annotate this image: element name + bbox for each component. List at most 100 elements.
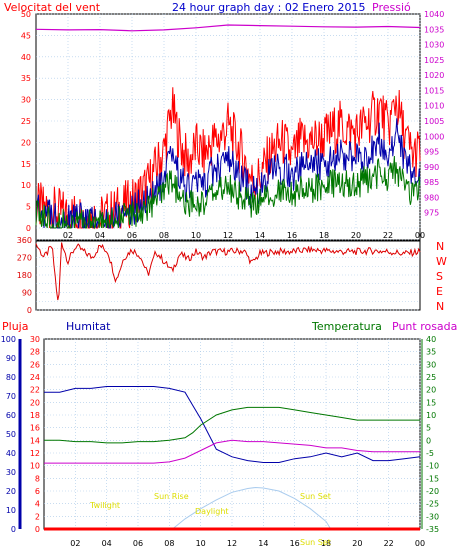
wind-xtick-20: 20 xyxy=(351,231,361,240)
wind-xtick-18: 18 xyxy=(319,231,329,240)
wind-xtick-12: 12 xyxy=(223,231,233,240)
temp-ytick-30: 30 xyxy=(426,360,436,369)
daylight-label: Daylight xyxy=(195,507,229,516)
rain-ytick-26: 26 xyxy=(30,360,40,369)
wind-ytick-25: 25 xyxy=(21,117,31,126)
pressure-ytick-1025: 1025 xyxy=(424,56,444,65)
temp-ytick-15: 15 xyxy=(426,398,436,407)
temperature-label: Temperatura xyxy=(311,320,382,333)
rain-ytick-2: 2 xyxy=(35,512,40,521)
temp-ytick-35: 35 xyxy=(426,348,436,357)
chart-series xyxy=(35,24,421,531)
rain-xtick-02: 02 xyxy=(70,539,80,548)
humidity-ytick-10: 10 xyxy=(6,506,16,515)
rain-ytick-12: 12 xyxy=(30,449,40,458)
humidity-ytick-20: 20 xyxy=(6,487,16,496)
pressure-ytick-1010: 1010 xyxy=(424,102,444,111)
temp-ytick--30: -30 xyxy=(426,512,439,521)
wind-xtick-16: 16 xyxy=(287,231,297,240)
dir-ytick-360: 360 xyxy=(17,236,32,245)
chart-title: 24 hour graph day : 02 Enero 2015 xyxy=(172,1,366,14)
humidity-ytick-50: 50 xyxy=(6,430,16,439)
rain-ytick-20: 20 xyxy=(30,398,40,407)
compass-n-top: N xyxy=(436,240,444,253)
pressure-ytick-1015: 1015 xyxy=(424,86,444,95)
rain-xtick-10: 10 xyxy=(196,539,206,548)
panel3-series-1 xyxy=(44,406,420,444)
wind-ytick-40: 40 xyxy=(21,53,31,62)
temp-ytick--20: -20 xyxy=(426,487,439,496)
wind-series-3 xyxy=(35,24,421,32)
pressure-ytick-990: 990 xyxy=(424,163,439,172)
humidity-ytick-100: 100 xyxy=(1,335,16,344)
wind-xtick-14: 14 xyxy=(255,231,265,240)
wind-xtick-02: 02 xyxy=(63,231,73,240)
temp-ytick-25: 25 xyxy=(426,373,436,382)
humidity-ytick-40: 40 xyxy=(6,449,16,458)
rain-xtick-16: 16 xyxy=(290,539,300,548)
wind-ytick-45: 45 xyxy=(21,31,31,40)
rain-xtick-00: 00 xyxy=(415,539,425,548)
wind-speed-label: Velocitat del vent xyxy=(4,1,101,14)
rain-label: Pluja xyxy=(2,320,28,333)
temp-ytick-5: 5 xyxy=(426,424,431,433)
rain-xtick-08: 08 xyxy=(164,539,174,548)
rain-xtick-22: 22 xyxy=(384,539,394,548)
compass-w: W xyxy=(436,255,447,268)
wind-ytick-15: 15 xyxy=(21,160,31,169)
humidity-ytick-0: 0 xyxy=(11,525,16,534)
wind-series-2 xyxy=(35,155,421,230)
rain-ytick-28: 28 xyxy=(30,348,40,357)
wind-ytick-10: 10 xyxy=(21,181,31,190)
temp-ytick-10: 10 xyxy=(426,411,436,420)
dir-ytick-180: 180 xyxy=(17,271,32,280)
dir-ytick-90: 90 xyxy=(22,289,32,298)
panel3-series-3 xyxy=(172,486,332,530)
wind-xtick-00: 00 xyxy=(415,231,425,240)
humidity-label: Humitat xyxy=(66,320,111,333)
dir-ytick-0: 0 xyxy=(27,306,32,315)
temp-ytick-0: 0 xyxy=(426,436,431,445)
pressure-ytick-1005: 1005 xyxy=(424,117,444,126)
rain-ytick-16: 16 xyxy=(30,424,40,433)
pressure-ytick-1030: 1030 xyxy=(424,41,444,50)
rain-xtick-12: 12 xyxy=(227,539,237,548)
humidity-ytick-70: 70 xyxy=(6,392,16,401)
humidity-ytick-80: 80 xyxy=(6,373,16,382)
pressure-ytick-1035: 1035 xyxy=(424,25,444,34)
rain-ytick-14: 14 xyxy=(30,436,40,445)
rain-xtick-20: 20 xyxy=(352,539,362,548)
compass-s: S xyxy=(436,270,443,283)
compass-n-bottom: N xyxy=(436,300,444,313)
rain-xtick-04: 04 xyxy=(102,539,112,548)
pressure-ytick-975: 975 xyxy=(424,209,439,218)
rain-ytick-30: 30 xyxy=(30,335,40,344)
pressure-ytick-1000: 1000 xyxy=(424,132,444,141)
rain-xtick-14: 14 xyxy=(258,539,268,548)
humidity-ytick-30: 30 xyxy=(6,468,16,477)
panel3-series-0 xyxy=(44,386,421,463)
rain-ytick-24: 24 xyxy=(30,373,40,382)
wind-ytick-50: 50 xyxy=(21,10,31,19)
temp-ytick--25: -25 xyxy=(426,500,439,509)
dewpoint-label: Punt rosada xyxy=(392,320,457,333)
wind-xtick-08: 08 xyxy=(159,231,169,240)
temp-ytick--5: -5 xyxy=(426,449,434,458)
wind-ytick-20: 20 xyxy=(21,138,31,147)
rain-ytick-10: 10 xyxy=(30,462,40,471)
wind-xtick-04: 04 xyxy=(95,231,105,240)
sunrise-label: Sun Rise xyxy=(154,492,189,501)
rain-ytick-0: 0 xyxy=(35,525,40,534)
panel3-series-2 xyxy=(44,439,420,464)
humidity-ytick-60: 60 xyxy=(6,411,16,420)
twilight-label: Twilight xyxy=(89,501,120,510)
pressure-ytick-985: 985 xyxy=(424,178,439,187)
temp-ytick--15: -15 xyxy=(426,474,439,483)
direction-series-0 xyxy=(35,242,421,301)
temp-ytick--35: -35 xyxy=(426,525,439,534)
pressure-ytick-995: 995 xyxy=(424,148,439,157)
compass-e: E xyxy=(436,285,443,298)
wind-xtick-22: 22 xyxy=(383,231,393,240)
